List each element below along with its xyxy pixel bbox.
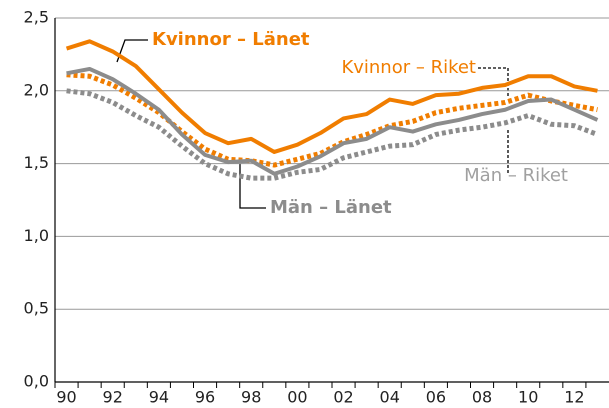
series-label: Kvinnor – Länet [152, 29, 310, 50]
x-tick-label: 10 [518, 388, 538, 407]
x-tick-label: 06 [426, 388, 446, 407]
x-tick-label: 08 [472, 388, 492, 407]
y-tick-label: 0,5 [24, 299, 49, 318]
series-label: Män – Länet [270, 197, 392, 218]
series-label: Män – Riket [464, 165, 568, 186]
x-tick-label: 04 [380, 388, 400, 407]
x-tick-label: 02 [333, 388, 353, 407]
x-tick-label: 12 [564, 388, 584, 407]
x-tick-label: 00 [287, 388, 307, 407]
series-line [66, 72, 598, 168]
x-tick-label: 94 [149, 388, 169, 407]
y-tick-label: 2,5 [24, 8, 49, 27]
leader [478, 67, 509, 97]
x-tick-label: 90 [56, 388, 76, 407]
series-line [65, 39, 598, 154]
y-tick-label: 1,5 [24, 153, 49, 172]
y-tick-label: 2,0 [24, 80, 49, 99]
y-tick-label: 0,0 [24, 372, 49, 391]
series-label: Kvinnor – Riket [341, 57, 476, 78]
x-tick-label: 98 [241, 388, 261, 407]
series-line [66, 88, 599, 181]
series-line [66, 66, 599, 176]
x-tick-label: 92 [103, 388, 123, 407]
x-tick-label: 96 [195, 388, 215, 407]
y-tick-label: 1,0 [24, 226, 49, 245]
